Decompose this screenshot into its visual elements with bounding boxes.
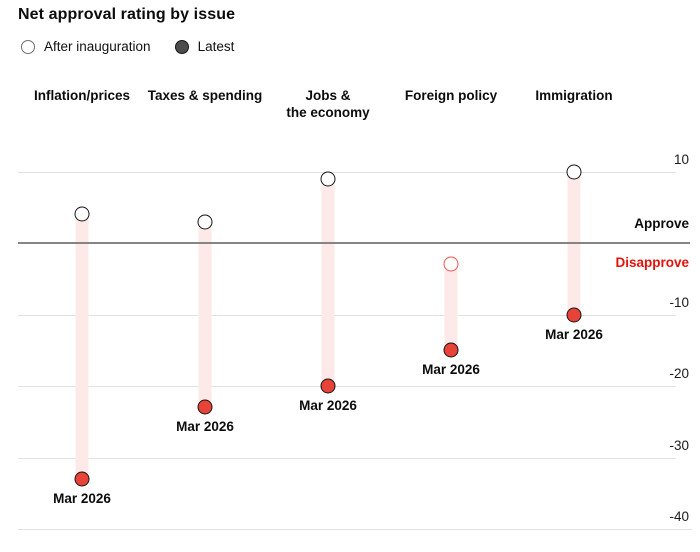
latest-dot-inflation-prices bbox=[74, 471, 90, 487]
tick-label--30: -30 bbox=[669, 438, 689, 453]
after-inauguration-dot-inflation-prices bbox=[74, 206, 90, 222]
after-inauguration-dot-jobs-the-economy bbox=[320, 171, 336, 187]
range-band-inflation-prices bbox=[75, 214, 89, 479]
gridline--40 bbox=[18, 529, 692, 530]
legend-item-latest: Latest bbox=[174, 39, 235, 54]
after-inauguration-dot-foreign-policy bbox=[443, 256, 459, 272]
gridline--10 bbox=[18, 315, 676, 316]
tick-label--40: -40 bbox=[669, 509, 689, 524]
category-header-taxes-spending: Taxes & spending bbox=[147, 88, 263, 103]
chart-title: Net approval rating by issue bbox=[18, 6, 236, 23]
category-header-inflation-prices: Inflation/prices bbox=[33, 88, 131, 103]
tick-label-10: 10 bbox=[673, 152, 689, 167]
latest-dot-taxes-spending bbox=[197, 399, 213, 415]
legend-item-after: After inauguration bbox=[21, 39, 151, 54]
category-header-foreign-policy: Foreign policy bbox=[404, 88, 498, 103]
gridline-10 bbox=[18, 172, 676, 173]
date-label-jobs-the-economy: Mar 2026 bbox=[299, 398, 357, 413]
latest-dot-jobs-the-economy bbox=[320, 378, 336, 394]
legend-latest-label: Latest bbox=[197, 39, 235, 54]
after-inauguration-dot-taxes-spending bbox=[197, 214, 213, 230]
date-label-inflation-prices: Mar 2026 bbox=[53, 491, 111, 506]
date-label-foreign-policy: Mar 2026 bbox=[422, 362, 480, 377]
range-band-jobs-the-economy bbox=[321, 178, 335, 386]
filled-circle-icon bbox=[174, 39, 189, 54]
approve-label: Approve bbox=[634, 216, 689, 231]
gridline--20 bbox=[18, 386, 676, 387]
zero-line bbox=[18, 242, 690, 244]
tick-label--10: -10 bbox=[669, 295, 689, 310]
category-header-immigration: Immigration bbox=[535, 88, 613, 103]
range-band-taxes-spending bbox=[198, 221, 212, 408]
tick-label--20: -20 bbox=[669, 366, 689, 381]
legend: After inauguration Latest bbox=[21, 39, 234, 54]
disapprove-label: Disapprove bbox=[615, 255, 689, 270]
category-header-jobs-the-economy: Jobs & the economy bbox=[286, 88, 370, 120]
latest-dot-immigration bbox=[566, 307, 582, 322]
after-inauguration-dot-immigration bbox=[566, 164, 582, 179]
latest-dot-foreign-policy bbox=[443, 342, 459, 358]
range-band-foreign-policy bbox=[444, 264, 458, 351]
open-circle-icon bbox=[21, 39, 35, 54]
gridline--30 bbox=[18, 458, 676, 459]
date-label-taxes-spending: Mar 2026 bbox=[176, 419, 234, 434]
date-label-immigration: Mar 2026 bbox=[545, 327, 603, 342]
legend-after-label: After inauguration bbox=[44, 39, 151, 54]
